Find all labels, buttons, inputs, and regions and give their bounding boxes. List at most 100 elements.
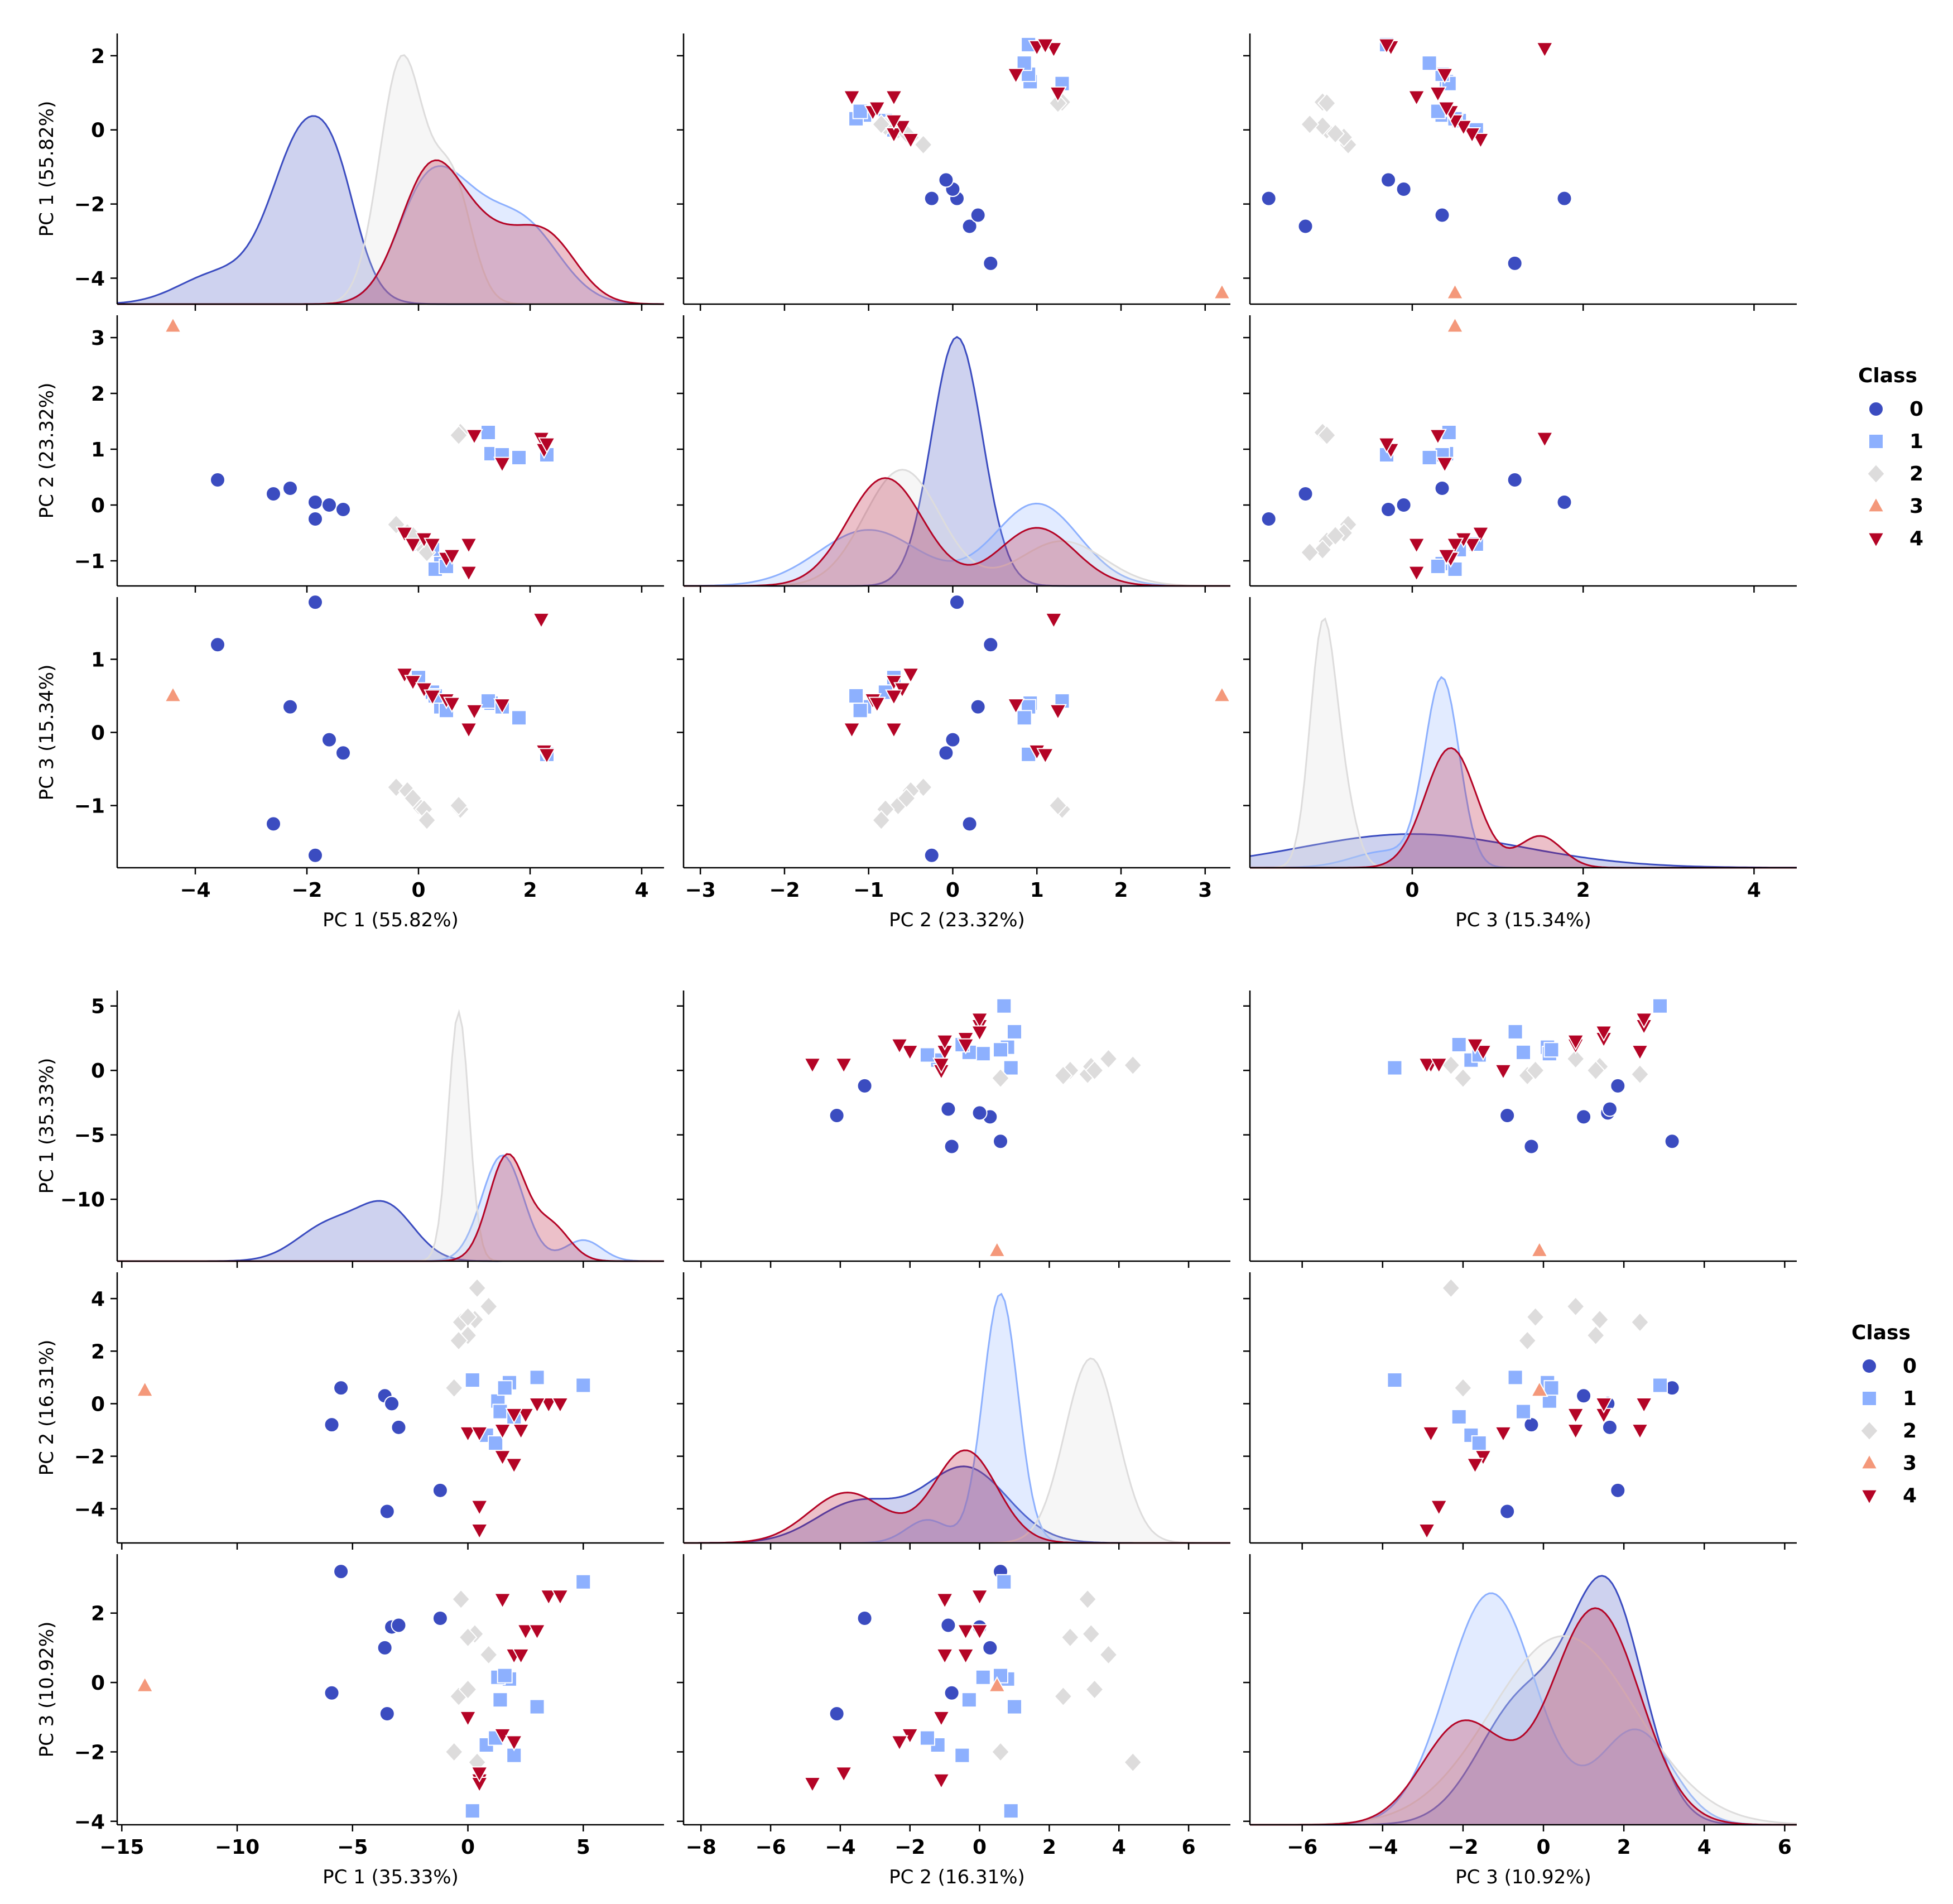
kde-line-class-0 xyxy=(1249,833,1797,869)
point-class-3 xyxy=(1530,1241,1548,1257)
point-class-4 xyxy=(1007,698,1025,715)
point-class-2 xyxy=(479,1296,498,1317)
y-tick-label: −10 xyxy=(60,1189,105,1211)
point-class-0 xyxy=(983,637,999,653)
point-class-0 xyxy=(1610,1482,1626,1498)
point-class-0 xyxy=(1396,181,1412,198)
x-tick-label: 4 xyxy=(634,879,648,902)
point-class-1 xyxy=(1006,1023,1022,1040)
legend-label: 0 xyxy=(1903,1355,1917,1378)
point-class-3 xyxy=(988,1676,1006,1693)
point-class-4 xyxy=(803,1776,821,1794)
point-class-3 xyxy=(164,316,182,333)
y-tick-label: 2 xyxy=(91,1340,105,1363)
point-class-1 xyxy=(1543,1042,1560,1058)
kde-fill-class-1 xyxy=(1250,1593,1797,1825)
point-class-4 xyxy=(902,667,920,684)
panel-2-r3-c3: −6 −4 −2 0 2 4 6 PC 3 (10.92%) xyxy=(1243,1554,1797,1888)
point-class-2 xyxy=(449,1330,468,1351)
point-class-4 xyxy=(956,1648,975,1665)
x-tick-label: 4 xyxy=(1112,1836,1126,1859)
x-axis-label: PC 1 (35.33%) xyxy=(323,1866,459,1888)
point-class-0 xyxy=(321,497,337,513)
point-class-0 xyxy=(971,1105,988,1121)
point-class-0 xyxy=(1601,1419,1618,1435)
x-tick-label: 0 xyxy=(1405,879,1419,902)
point-class-4 xyxy=(1471,132,1490,150)
point-class-0 xyxy=(944,1685,960,1701)
x-tick-label: 1 xyxy=(1030,879,1044,902)
point-class-2 xyxy=(1526,1060,1545,1081)
point-class-2 xyxy=(403,788,422,809)
point-class-1 xyxy=(848,687,864,704)
point-class-4 xyxy=(1566,1034,1585,1051)
point-class-2 xyxy=(1048,795,1067,816)
point-class-2 xyxy=(1085,1679,1104,1700)
point-class-1 xyxy=(529,1369,545,1386)
point-class-0 xyxy=(949,594,965,610)
point-class-4 xyxy=(891,1038,908,1055)
point-class-4 xyxy=(493,1593,512,1609)
point-class-4 xyxy=(424,689,441,706)
point-class-1 xyxy=(492,1692,508,1708)
point-class-4 xyxy=(1007,68,1025,84)
point-class-3 xyxy=(136,1381,154,1397)
y-tick-label: −4 xyxy=(74,1498,105,1521)
point-class-2 xyxy=(417,810,436,831)
point-class-0 xyxy=(1297,218,1314,234)
point-class-2 xyxy=(1313,539,1333,560)
point-class-1 xyxy=(1463,1427,1479,1443)
kde-fill-class-2 xyxy=(684,469,1230,586)
point-class-3 xyxy=(136,1676,154,1693)
y-tick-label: −2 xyxy=(74,194,105,217)
point-class-0 xyxy=(1556,190,1572,206)
point-class-0 xyxy=(266,486,281,502)
point-class-4 xyxy=(1430,1057,1448,1074)
point-class-2 xyxy=(1317,425,1336,446)
point-class-2 xyxy=(1586,1060,1605,1081)
point-class-4 xyxy=(1466,1038,1484,1055)
point-class-0 xyxy=(384,1396,400,1412)
y-tick-label: 5 xyxy=(91,996,105,1018)
point-class-0 xyxy=(1396,497,1412,513)
point-class-1 xyxy=(919,1730,935,1746)
point-class-1 xyxy=(497,1667,513,1684)
point-class-0 xyxy=(940,1101,956,1117)
point-class-4 xyxy=(1436,68,1454,84)
point-class-4 xyxy=(540,1397,558,1414)
point-class-4 xyxy=(396,526,413,543)
point-class-4 xyxy=(516,1624,535,1641)
point-class-4 xyxy=(1536,42,1554,59)
legend-marker-class-3 xyxy=(1867,496,1885,513)
point-class-2 xyxy=(444,1377,464,1398)
point-class-1 xyxy=(1516,1044,1531,1060)
point-class-1 xyxy=(1516,1403,1531,1420)
point-class-4 xyxy=(528,1624,546,1641)
point-class-4 xyxy=(460,722,478,739)
point-class-0 xyxy=(432,1610,448,1627)
point-class-2 xyxy=(449,795,468,816)
point-class-0 xyxy=(335,745,351,761)
point-class-0 xyxy=(391,1419,407,1435)
legend-label: 1 xyxy=(1909,430,1923,453)
x-tick-label: 6 xyxy=(1182,1836,1196,1859)
x-tick-label: −8 xyxy=(686,1836,716,1859)
point-class-2 xyxy=(444,1742,464,1762)
point-class-4 xyxy=(1474,1045,1492,1061)
point-class-4 xyxy=(1630,1424,1649,1440)
point-class-0 xyxy=(379,1503,395,1520)
panel-1-r2-c2 xyxy=(677,315,1230,593)
y-tick-label: −1 xyxy=(74,795,105,818)
panel-1-r3-c1: −4 −2 0 2 4 −1 0 1 PC 1 (55.82%) PC 3 (15.34%) xyxy=(36,594,664,931)
kde-fill-class-2 xyxy=(1250,618,1797,868)
point-class-2 xyxy=(1054,1686,1073,1707)
point-class-2 xyxy=(1326,123,1345,144)
point-class-4 xyxy=(1418,1523,1436,1540)
legend-label: 3 xyxy=(1903,1452,1917,1475)
y-tick-label: 0 xyxy=(91,722,105,745)
point-class-2 xyxy=(458,1306,478,1328)
panel-1-r2-c3 xyxy=(1243,315,1797,593)
panel-2-r1-c3 xyxy=(1243,991,1797,1268)
point-class-0 xyxy=(210,637,225,653)
y-tick-label: −2 xyxy=(74,1446,105,1469)
